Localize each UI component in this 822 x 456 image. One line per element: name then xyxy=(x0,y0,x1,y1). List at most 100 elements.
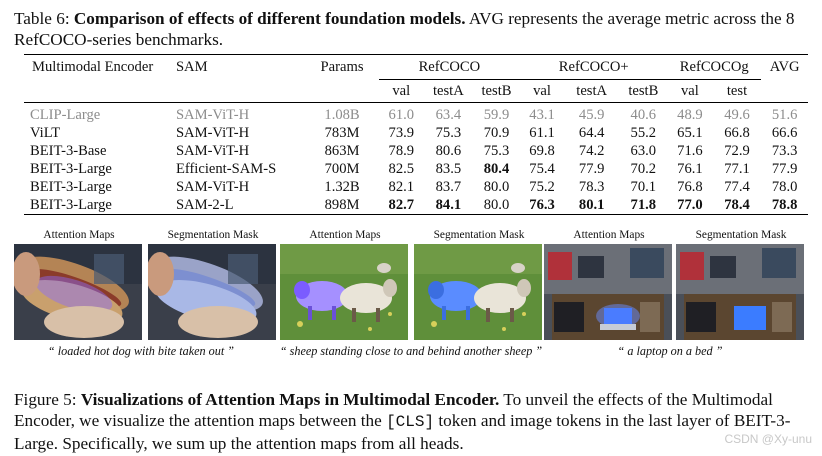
table-caption-title: Comparison of effects of different found… xyxy=(73,9,466,28)
cell-encoder: BEIT-3-Large xyxy=(30,178,112,195)
cell-value: 45.9 xyxy=(578,106,605,123)
table-row: BEIT-3-Large SAM-2-L 898M 82.7 84.1 80.0 76.3 8… xyxy=(24,196,808,215)
cell-avg: 77.9 xyxy=(771,160,798,177)
hotdog-mask-image xyxy=(148,244,276,340)
cell-encoder: BEIT-3-Large xyxy=(30,196,112,213)
header-avg: AVG xyxy=(769,58,800,75)
panel-laptop-attention: Attention Maps xyxy=(544,228,674,340)
cell-value: 48.9 xyxy=(677,106,703,123)
cell-value: 80.4 xyxy=(483,160,510,177)
cell-encoder: BEIT-3-Large xyxy=(30,160,112,177)
cell-value: 59.9 xyxy=(483,106,510,123)
cell-value: 73.9 xyxy=(388,124,415,141)
cell-params: 783M xyxy=(324,124,360,141)
cell-params: 1.32B xyxy=(324,178,360,195)
cell-value: 74.2 xyxy=(578,142,605,159)
cell-avg: 51.6 xyxy=(771,106,798,123)
panel-sheep-attention: Attention Maps xyxy=(280,228,410,340)
cell-value: 70.9 xyxy=(483,124,510,141)
results-table: Multimodal Encoder SAM Params RefCOCO Re… xyxy=(24,54,808,215)
panel-hotdog-mask: Segmentation Mask xyxy=(148,228,278,340)
laptop-mask-image xyxy=(676,244,804,340)
cell-value: 76.3 xyxy=(529,196,555,213)
subheader-6: val xyxy=(680,82,699,99)
cell-sam: SAM-ViT-H xyxy=(175,178,250,195)
figure-caption-text-before: To unveil the effects of the Multimodal … xyxy=(14,390,773,430)
cell-params: 863M xyxy=(324,142,360,159)
cell-value: 76.8 xyxy=(677,178,703,195)
cell-value: 80.0 xyxy=(483,178,510,195)
quote-sheep: “ sheep standing close to and behind ano… xyxy=(279,344,543,358)
table-row: BEIT-3-Base SAM-ViT-H 863M 78.9 80.6 75.3 69.8… xyxy=(24,142,808,160)
cell-value: 72.9 xyxy=(724,142,750,159)
quote-laptop: “ a laptop on a bed ” xyxy=(617,344,723,358)
figure-caption: Figure 5: Visualizations of Attention Ma… xyxy=(14,389,808,454)
watermark: CSDN @Xy-unu xyxy=(724,432,812,446)
sheep-attention-image xyxy=(280,244,408,340)
table-body: CLIP-Large SAM-ViT-H 1.08B 61.0 63.4 59.9 43.1… xyxy=(24,103,808,215)
cell-value: 49.6 xyxy=(724,106,750,123)
subheader-3: val xyxy=(533,82,551,99)
figure-caption-label: Figure 5: xyxy=(14,390,77,409)
cell-value: 66.8 xyxy=(724,124,750,141)
hotdog-attention-image xyxy=(14,244,142,340)
table-caption-text: AVG represents the average metric across… xyxy=(14,9,795,49)
table-row: BEIT-3-Large Efficient-SAM-S 700M 82.5 83.5 8… xyxy=(24,160,808,178)
panel-label: Segmentation Mask xyxy=(695,229,787,241)
cell-encoder: BEIT-3-Base xyxy=(30,142,107,159)
figure-panels: Attention Maps Segmentation Mask xyxy=(14,228,808,346)
table-row: BEIT-3-Large SAM-ViT-H 1.32B 82.1 83.7 80.0 75… xyxy=(24,178,808,196)
subheader-7: test xyxy=(726,82,748,99)
cell-value: 65.1 xyxy=(677,124,703,141)
header-params: Params xyxy=(320,58,364,75)
quote-hotdog: “ loaded hot dog with bite taken out ” xyxy=(47,344,235,358)
panel-label: Segmentation Mask xyxy=(433,229,525,241)
cell-sam: Efficient-SAM-S xyxy=(175,160,277,177)
panel-label: Attention Maps xyxy=(309,229,381,241)
panel-sheep-mask: Segmentation Mask xyxy=(414,228,544,340)
subheader-4: testA xyxy=(576,82,608,99)
cell-value: 76.1 xyxy=(677,160,703,177)
cell-value: 40.6 xyxy=(630,106,657,123)
cell-value: 82.1 xyxy=(388,178,415,195)
panel-label: Segmentation Mask xyxy=(167,229,259,241)
cell-params: 898M xyxy=(324,196,360,213)
cell-value: 75.3 xyxy=(435,124,462,141)
cell-value: 63.4 xyxy=(435,106,462,123)
cell-value: 82.5 xyxy=(388,160,415,177)
subheader-1: testA xyxy=(432,82,464,99)
cell-value: 77.9 xyxy=(578,160,605,177)
table-caption: Table 6: Comparison of effects of differ… xyxy=(14,8,808,50)
cell-value: 43.1 xyxy=(529,106,555,123)
cell-value: 75.4 xyxy=(529,160,555,177)
header-sam: SAM xyxy=(175,58,208,75)
cell-value: 80.6 xyxy=(435,142,462,159)
cell-value: 61.0 xyxy=(388,106,415,123)
cell-value: 61.1 xyxy=(529,124,555,141)
subheader-0: val xyxy=(392,82,411,99)
panel-hotdog-attention: Attention Maps xyxy=(14,228,144,340)
cell-value: 69.8 xyxy=(529,142,555,159)
table-row: CLIP-Large SAM-ViT-H 1.08B 61.0 63.4 59.9 43.1… xyxy=(24,103,808,124)
cell-value: 75.2 xyxy=(529,178,555,195)
cell-value: 82.7 xyxy=(388,196,415,213)
header-group-refcocoplus: RefCOCO+ xyxy=(520,55,668,80)
cell-value: 77.4 xyxy=(724,178,750,195)
cell-value: 71.6 xyxy=(677,142,703,159)
cell-value: 75.3 xyxy=(483,142,510,159)
cell-sam: SAM-2-L xyxy=(175,196,234,213)
cell-value: 55.2 xyxy=(630,124,657,141)
cell-avg: 78.8 xyxy=(771,196,798,213)
sheep-mask-image xyxy=(414,244,542,340)
panel-label: Attention Maps xyxy=(573,229,645,241)
cell-value: 83.5 xyxy=(435,160,462,177)
header-encoder: Multimodal Encoder xyxy=(32,58,154,75)
cell-params: 1.08B xyxy=(324,106,360,123)
cell-sam: SAM-ViT-H xyxy=(175,106,250,123)
cell-value: 71.8 xyxy=(630,196,657,213)
header-group-refcocog: RefCOCOg xyxy=(667,55,762,80)
cell-value: 63.0 xyxy=(630,142,657,159)
cell-value: 83.7 xyxy=(435,178,462,195)
cell-value: 70.1 xyxy=(630,178,657,195)
figure-caption-title: Visualizations of Attention Maps in Mult… xyxy=(80,390,500,409)
